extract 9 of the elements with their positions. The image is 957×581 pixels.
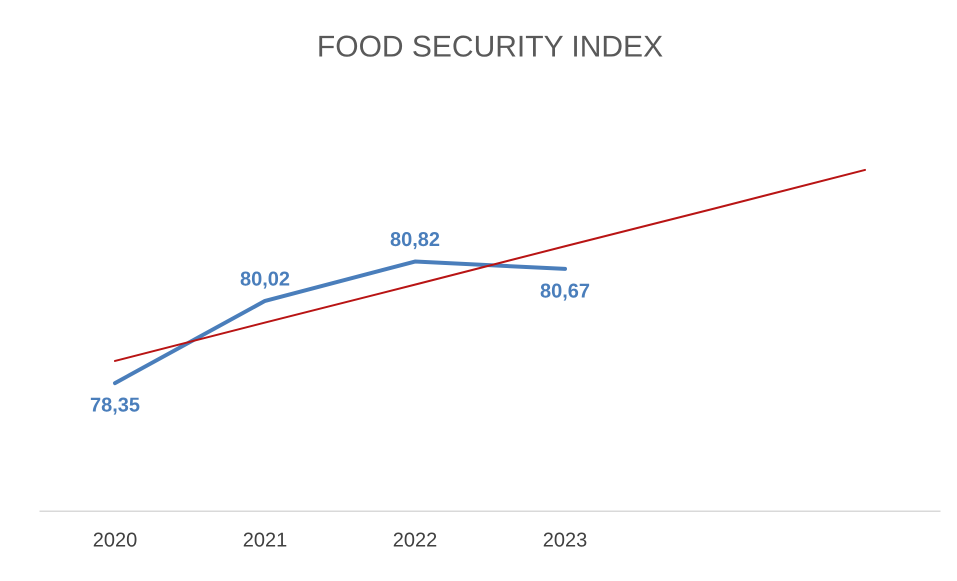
x-tick-label: 2021 xyxy=(242,530,288,552)
data-label: 80,02 xyxy=(240,268,290,290)
x-tick-label: 2022 xyxy=(392,530,438,552)
x-tick-label: 2020 xyxy=(92,530,138,552)
data-label: 78,35 xyxy=(90,394,140,417)
data-label: 80,82 xyxy=(390,229,440,252)
data-label: 80,67 xyxy=(540,280,590,302)
chart-title: FOOD SECURITY INDEX xyxy=(316,30,664,64)
x-tick-label: 2023 xyxy=(542,530,588,552)
